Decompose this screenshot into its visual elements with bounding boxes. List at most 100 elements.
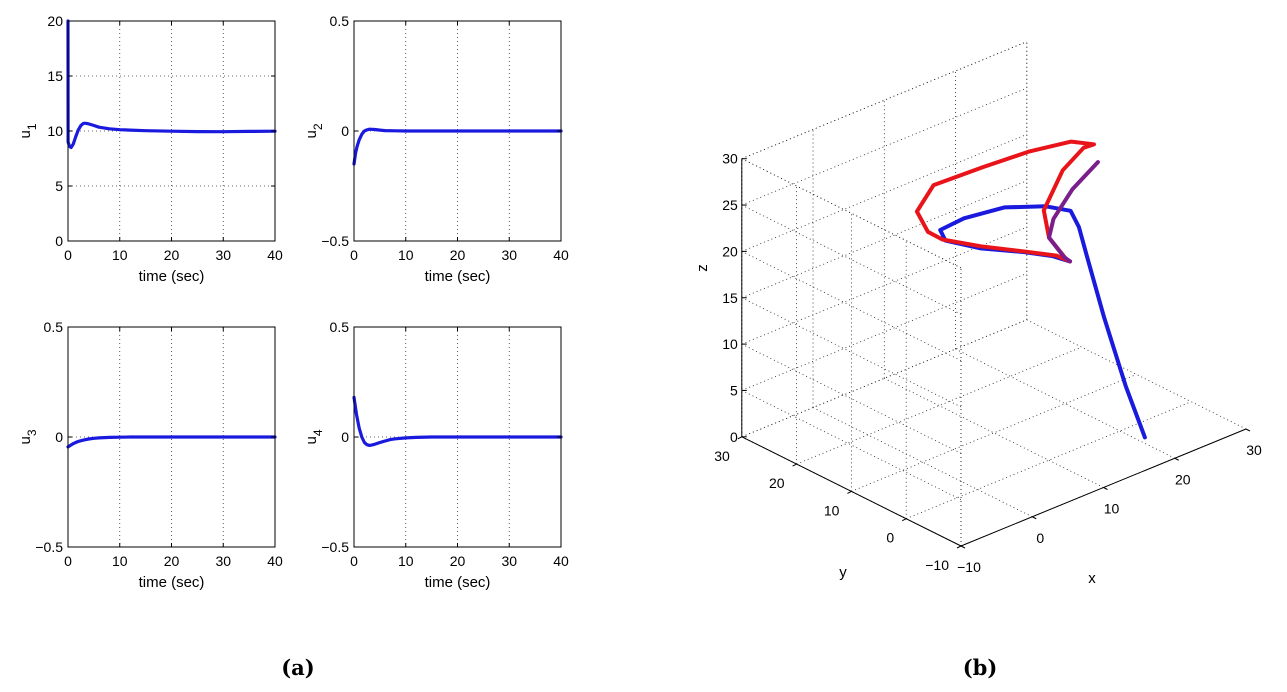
y-axis-label-subscript: 4	[311, 429, 325, 436]
y-tick-label: −10	[925, 557, 949, 573]
y-tick-label: 0	[341, 429, 349, 445]
y-tick-label: 0.5	[330, 319, 350, 335]
x-tick-label: 20	[1175, 471, 1191, 487]
x-tick-label: 30	[215, 553, 231, 569]
x-axis-label: time (sec)	[425, 268, 491, 285]
x-tick-label: 0	[350, 553, 358, 569]
x-tick-label: 0	[1036, 530, 1044, 546]
series-line-u3	[66, 435, 277, 449]
x-tick-label: 0	[64, 553, 72, 569]
grid-line-z-wall	[741, 87, 1027, 206]
series-line-u2	[352, 127, 563, 166]
x-axis-label: time (sec)	[425, 574, 491, 591]
x-tick-mark	[1103, 487, 1108, 490]
y-axis-label-subscript: 2	[311, 123, 325, 130]
x-tick-label: 20	[164, 553, 180, 569]
x-tick-label: 10	[112, 553, 128, 569]
grid-line-z-wall	[741, 273, 1027, 391]
x-tick-label: 30	[501, 553, 517, 569]
z-tick-label: 0	[730, 429, 738, 445]
x-axis-label: time (sec)	[139, 574, 205, 591]
x-tick-label: 40	[267, 553, 283, 569]
grid-line-y-floor	[851, 374, 1137, 492]
grid-line-x-floor	[812, 407, 1033, 518]
x-axis-label: time (sec)	[139, 268, 205, 285]
caption-a: (a)	[281, 655, 314, 680]
x-tick-label: 10	[398, 247, 414, 263]
x-tick-label: 20	[450, 553, 466, 569]
grid-line-z-wall	[741, 390, 962, 501]
grid-line-x-floor	[884, 377, 1104, 488]
y-tick-label: 0	[55, 233, 63, 249]
y-tick-label: 0.5	[330, 13, 350, 29]
y-tick-label: −0.5	[321, 233, 349, 249]
y-axis-label-main: u	[17, 130, 34, 138]
y-tick-label: 20	[47, 13, 63, 29]
grid-line-y-floor	[906, 401, 1192, 520]
y-axis-label-main: u	[17, 436, 34, 444]
x-tick-label: 40	[553, 553, 569, 569]
x-axis-label: x	[1088, 570, 1096, 587]
y-axis-label-main: u	[303, 436, 320, 444]
y-axis-label-subscript: 1	[25, 123, 39, 130]
grid-line-z-wall	[741, 297, 962, 408]
z-tick-label: 25	[722, 197, 738, 213]
x-tick-label: 20	[450, 247, 466, 263]
x-tick-label: 10	[398, 553, 414, 569]
grid-line-z-wall	[741, 251, 962, 361]
trajectory-line-trajectory	[938, 204, 1147, 440]
y-tick-label: 0.5	[44, 319, 64, 335]
x-tick-label: 0	[350, 247, 358, 263]
z-tick-label: 20	[722, 243, 738, 259]
y-axis-label: u4	[303, 429, 325, 444]
y-tick-label: 10	[824, 502, 840, 518]
x-tick-label: 30	[215, 247, 231, 263]
y-tick-label: 0	[55, 429, 63, 445]
grid-line-z-wall	[741, 343, 962, 454]
series-line-u1	[66, 19, 277, 150]
grid-line-z-wall	[741, 204, 962, 315]
x-tick-label: 0	[64, 247, 72, 263]
caption-b: (b)	[963, 655, 998, 680]
y-axis-label: u3	[17, 429, 39, 444]
x-tick-label: 10	[112, 247, 128, 263]
y-axis-label: u1	[17, 123, 39, 138]
x-tick-label: 30	[1246, 442, 1262, 458]
y-tick-label: −0.5	[321, 539, 349, 555]
grid-line-x-floor	[955, 348, 1175, 459]
y-tick-mark	[847, 490, 852, 494]
grid-line-x-floor	[1026, 319, 1247, 430]
series-line-u4	[352, 395, 563, 447]
grid-line-z-wall	[741, 180, 1027, 299]
y-tick-mark	[956, 545, 962, 549]
x-tick-label: −10	[957, 559, 981, 575]
y-tick-label: 5	[55, 178, 63, 194]
x-tick-label: 20	[164, 247, 180, 263]
z-tick-label: 30	[722, 151, 738, 167]
y-tick-mark	[737, 436, 743, 440]
x-tick-label: 40	[553, 247, 569, 263]
grid-line-z-wall	[741, 134, 1027, 252]
y-tick-label: 30	[714, 448, 730, 464]
y-tick-label: 10	[47, 123, 63, 139]
z-tick-label: 5	[730, 382, 738, 398]
grid-line-z-wall	[741, 319, 1027, 438]
subplot-u1: 0 10 20 30 40 0 5 10 15 20 time (sec) u1	[17, 13, 283, 285]
y-axis-label-main: u	[303, 130, 320, 138]
y-tick-label: 0	[341, 123, 349, 139]
box-edge	[741, 158, 962, 269]
y-axis-label: u2	[303, 123, 325, 138]
y-tick-label: 0	[886, 530, 894, 546]
grid-line-z-wall	[741, 41, 1027, 160]
y-axis-label-subscript: 3	[25, 429, 39, 436]
y-tick-mark	[901, 518, 907, 522]
trajectory-line-reference	[914, 139, 1096, 264]
trajectory-line-blend	[1047, 160, 1100, 264]
y-tick-mark	[792, 463, 797, 467]
